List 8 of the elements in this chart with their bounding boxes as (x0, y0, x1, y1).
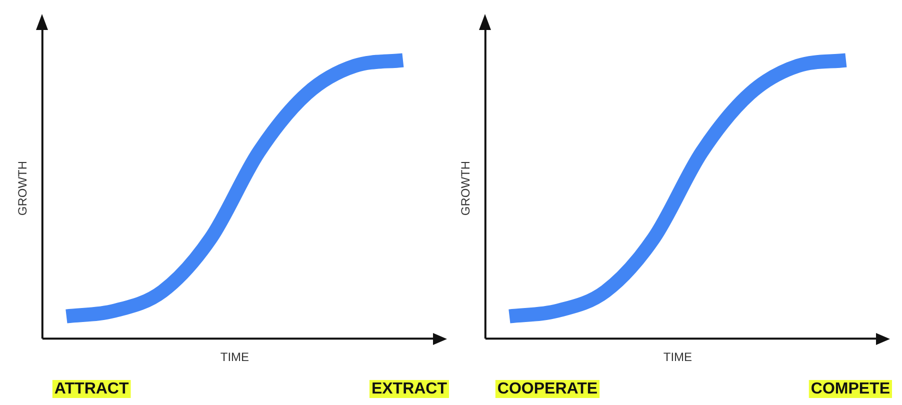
x-axis-title: TIME (220, 350, 250, 364)
text: COOPERATE (497, 380, 598, 398)
x-axis-title: TIME (663, 350, 692, 364)
text: ATTRACT (54, 380, 129, 398)
text: EXTRACT (371, 380, 448, 398)
y-axis-title: GROWTH (16, 160, 30, 216)
text: COMPETE (810, 380, 890, 398)
y-axis-title: GROWTH (458, 160, 473, 216)
